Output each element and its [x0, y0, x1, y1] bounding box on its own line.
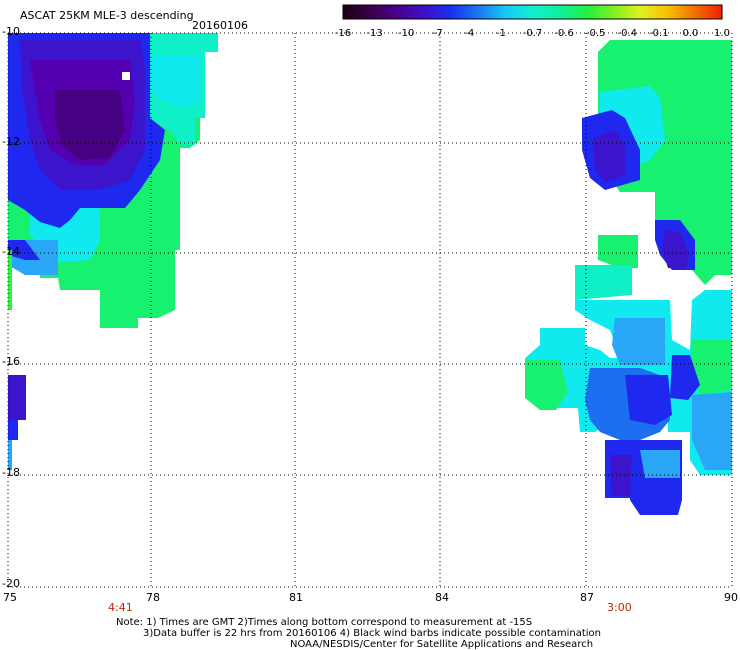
scale-label: -0.4 [617, 28, 637, 39]
product-title: ASCAT 25KM MLE-3 descending [20, 9, 194, 22]
scale-label: -0.5 [586, 28, 606, 39]
swath-time-right: 3:00 [607, 601, 632, 614]
wind-swath-patch [575, 265, 632, 300]
wind-swath-patch [150, 55, 200, 108]
wind-swath-patch [8, 440, 12, 470]
footer-note-2: 3)Data buffer is 22 hrs from 20160106 4)… [143, 628, 601, 639]
lon-label: 90 [724, 591, 738, 604]
lat-label: -14 [2, 245, 20, 258]
lon-label: 87 [580, 591, 594, 604]
scale-gradient [342, 4, 723, 20]
lat-label: -16 [2, 355, 20, 368]
product-date: 20160106 [192, 19, 248, 32]
lon-label: 75 [3, 591, 17, 604]
lat-label: -12 [2, 135, 20, 148]
scale-label: -7 [433, 28, 443, 39]
wind-swath-patch [122, 72, 130, 80]
wind-swath-patch [612, 318, 665, 365]
wind-swath-patch [692, 392, 732, 470]
lon-label: 81 [289, 591, 303, 604]
wind-swath-patch [625, 375, 672, 425]
wind-swath-patch [662, 230, 690, 270]
lat-label: -18 [2, 466, 20, 479]
footer-note-3: NOAA/NESDIS/Center for Satellite Applica… [290, 639, 594, 650]
wind-swath-patch [8, 420, 18, 440]
wind-swath-patch [8, 240, 40, 260]
lon-label: 84 [435, 591, 449, 604]
wind-swath-patch [640, 450, 680, 478]
footer-note-1: Note: 1) Times are GMT 2)Times along bot… [116, 617, 533, 628]
scale-label: -13 [366, 28, 382, 39]
wind-swath-patch [525, 360, 568, 410]
wind-swath-patch [8, 375, 26, 420]
wind-swath-patch [8, 250, 12, 310]
swath-time-left: 4:41 [108, 601, 133, 614]
wind-swath-patch [690, 340, 732, 395]
scale-label: 0.0 [682, 28, 698, 39]
scale-label: -10 [398, 28, 414, 39]
lon-label: 78 [146, 591, 160, 604]
scale-label: 1.0 [714, 28, 730, 39]
wind-swath-patch [610, 455, 635, 496]
scale-label: -4 [464, 28, 474, 39]
wind-swath-patch [598, 235, 638, 268]
wind-swath-patch [670, 355, 700, 400]
scale-label: -0.1 [649, 28, 669, 39]
lat-label: -10 [2, 25, 20, 38]
scale-label: -16 [335, 28, 351, 39]
lat-label: -20 [2, 577, 20, 590]
